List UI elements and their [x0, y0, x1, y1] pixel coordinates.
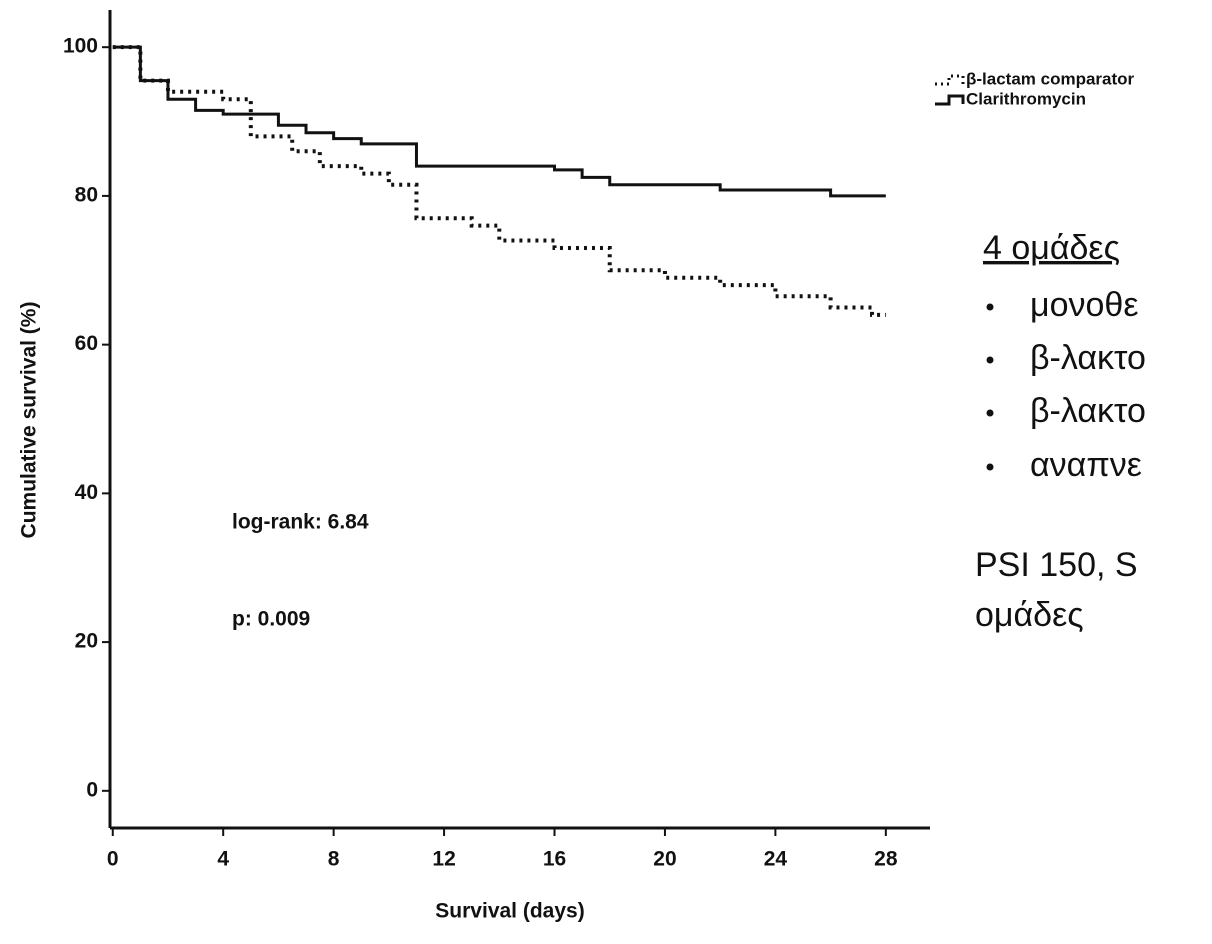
bullet-text: β-λακτο: [1030, 339, 1146, 377]
y-tick-label: 0: [86, 778, 98, 801]
side-line: ομάδες: [975, 596, 1084, 634]
x-tick-label: 8: [328, 848, 340, 871]
x-tick-label: 16: [543, 848, 566, 871]
bullet: [986, 356, 994, 364]
legend-swatch: [935, 74, 965, 86]
annotation: p: 0.009: [232, 608, 310, 631]
survival-line: [112, 45, 886, 198]
legend-label: Clarithromycin: [966, 89, 1086, 108]
x-axis-title: Survival (days): [435, 900, 584, 923]
y-tick-label: 100: [63, 35, 98, 58]
y-tick-label: 80: [75, 183, 98, 206]
y-tick-label: 40: [75, 481, 98, 504]
x-tick-label: 20: [653, 848, 676, 871]
x-tick-label: 24: [764, 848, 788, 871]
bullet: [986, 409, 994, 417]
bullet: [986, 463, 994, 471]
annotation: log-rank: 6.84: [232, 511, 369, 534]
bullet: [986, 303, 994, 311]
y-axis-title: Cumulative survival (%): [18, 302, 41, 539]
x-tick-label: 4: [217, 848, 229, 871]
x-tick-label: 28: [874, 848, 898, 871]
side-line: PSI 150, S: [975, 546, 1138, 584]
bullet-text: μονοθε: [1030, 286, 1138, 324]
legend-swatch: [935, 94, 965, 106]
bullet-text: αναπνε: [1030, 446, 1142, 484]
survival-line: [112, 45, 886, 317]
y-tick-label: 20: [75, 630, 98, 653]
y-tick-label: 60: [75, 332, 98, 355]
x-tick-label: 0: [107, 848, 119, 871]
legend-label: β-lactam comparator: [966, 69, 1135, 88]
bullet-text: β-λακτο: [1030, 392, 1146, 430]
side-heading: 4 ομάδες: [983, 229, 1120, 267]
x-tick-label: 12: [432, 848, 455, 871]
